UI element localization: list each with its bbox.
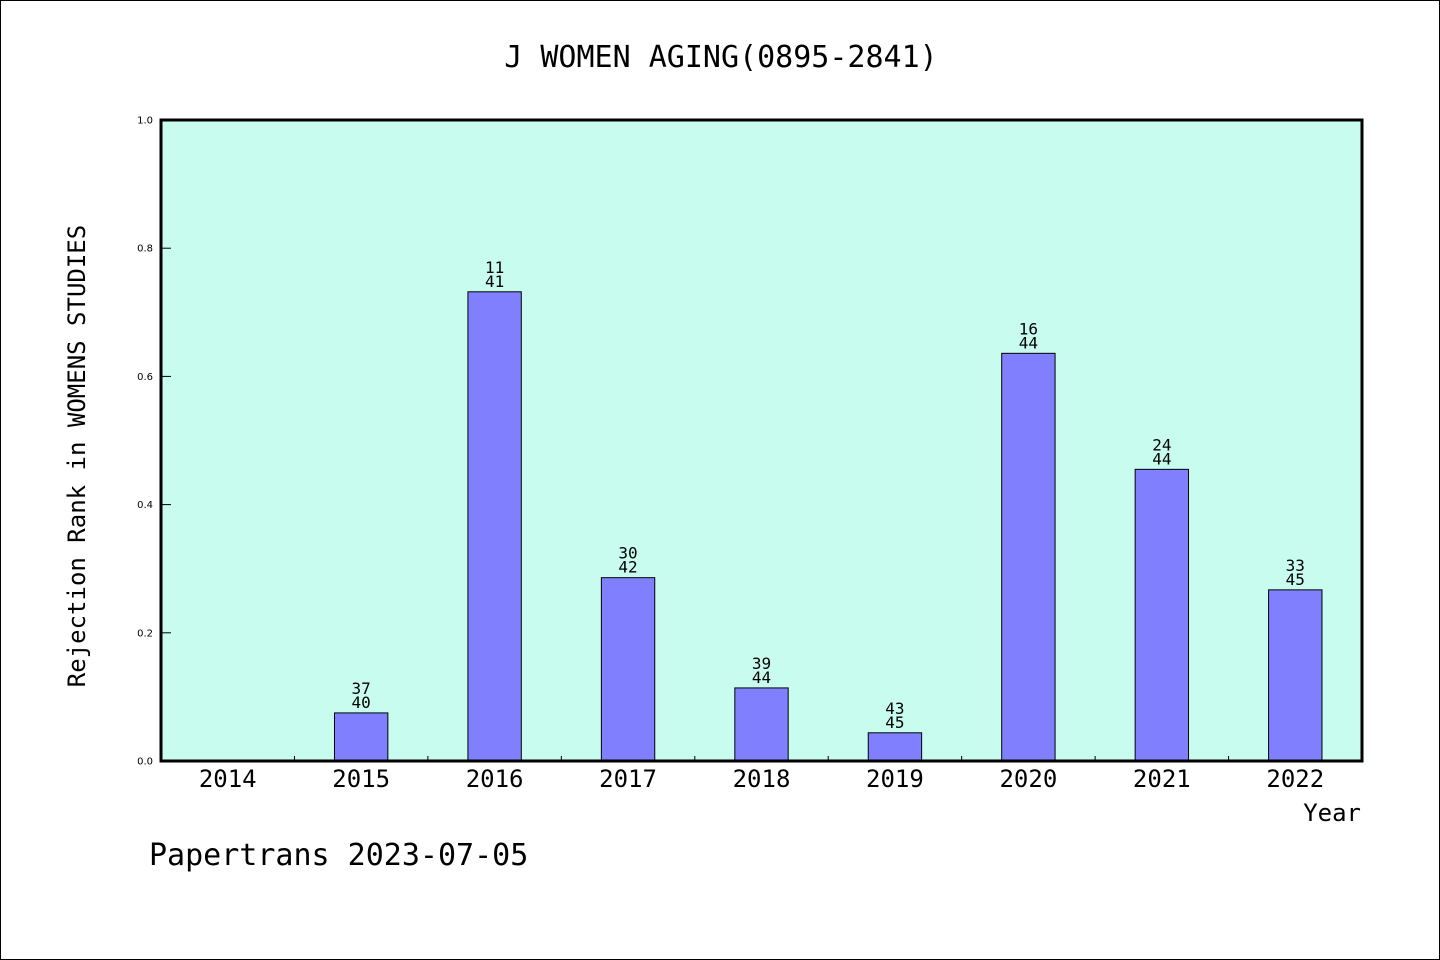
x-tick-label: 2019 <box>866 765 924 793</box>
y-tick-label: 1.0 <box>137 116 153 127</box>
bar-label-total: 44 <box>1152 449 1171 468</box>
y-tick-label: 0.2 <box>137 628 153 639</box>
x-tick-label: 2020 <box>999 765 1057 793</box>
bar <box>734 687 789 762</box>
x-tick-label: 2017 <box>599 765 657 793</box>
bar <box>1001 352 1056 762</box>
x-tick-label: 2014 <box>199 765 257 793</box>
bar-label-rank: 16 <box>1019 319 1038 338</box>
bar-label-total: 42 <box>618 558 637 577</box>
bar-label-total: 44 <box>1019 333 1038 352</box>
x-axis-label: Year <box>1303 799 1361 827</box>
bar-label-rank: 33 <box>1286 556 1305 575</box>
chart-title: J WOMEN AGING(0895-2841) <box>504 40 937 75</box>
y-tick-label: 0.4 <box>137 500 153 511</box>
bar-label-total: 41 <box>485 272 504 291</box>
bar <box>1268 589 1323 762</box>
bar <box>867 732 923 762</box>
x-tick-label: 2021 <box>1133 765 1191 793</box>
bar <box>1134 468 1190 762</box>
bar-label-rank: 37 <box>352 679 371 698</box>
bar-label-total: 40 <box>352 693 371 712</box>
x-tick-label: 2016 <box>466 765 524 793</box>
bar-label-rank: 11 <box>485 258 504 277</box>
bar-label-rank: 24 <box>1152 435 1171 454</box>
x-tick-label: 2018 <box>733 765 791 793</box>
bar-label-total: 45 <box>1286 570 1305 589</box>
y-tick-label: 0.8 <box>137 244 153 255</box>
bar-label-rank: 43 <box>885 699 904 718</box>
x-tick-label: 2022 <box>1266 765 1324 793</box>
bar-label-rank: 39 <box>752 654 771 673</box>
footer-credit: Papertrans 2023-07-05 <box>149 838 528 873</box>
bar-label-total: 45 <box>885 713 904 732</box>
y-tick-label: 0.0 <box>137 757 153 768</box>
bar <box>333 712 389 762</box>
bar-label-rank: 30 <box>618 544 637 563</box>
y-tick-label: 0.6 <box>137 372 153 383</box>
bar-label-total: 44 <box>752 668 771 687</box>
y-axis-label: Rejection Rank in WOMENS STUDIES <box>63 225 91 687</box>
bar <box>600 577 656 762</box>
plot-border <box>159 118 1364 763</box>
x-tick-label: 2015 <box>332 765 390 793</box>
ticks-layer: 2014 2015 2016 2017 2018 2019 2020 2021 2022 0.0 0… <box>137 116 1324 794</box>
bar <box>467 291 522 762</box>
